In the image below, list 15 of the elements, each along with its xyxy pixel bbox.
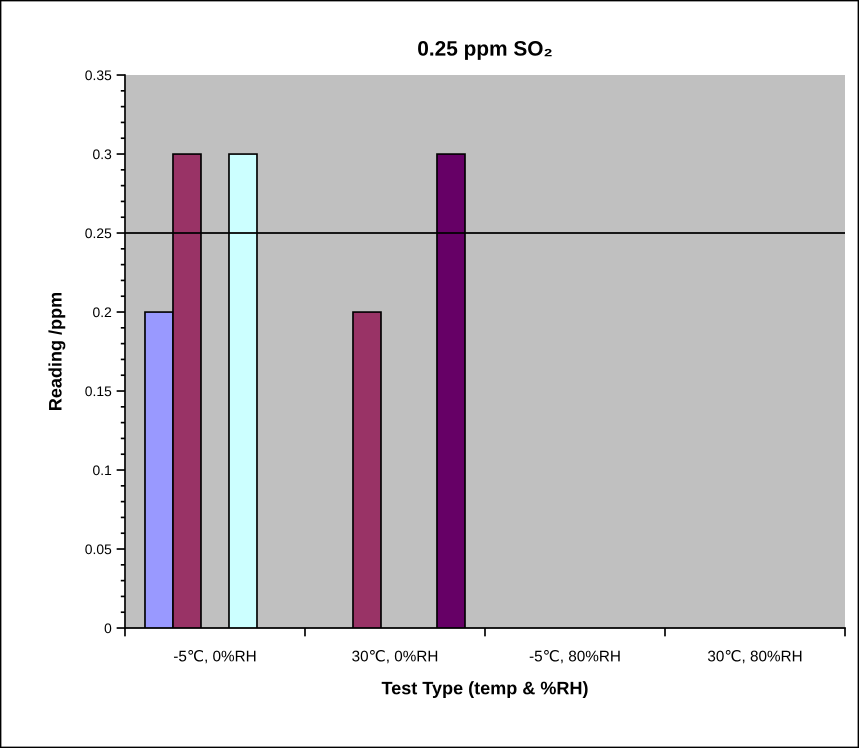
y-axis-title: Reading /ppm — [48, 292, 66, 410]
y-tick-label: 0.15 — [85, 386, 112, 396]
x-tick-label: -5℃, 0%RH — [174, 650, 256, 664]
y-tick-label: 0.3 — [93, 149, 112, 160]
y-tick-label: 0.2 — [93, 307, 112, 318]
x-axis-title: Test Type (temp & %RH) — [382, 681, 588, 698]
chart-title: 0.25 ppm SO₂ — [418, 41, 552, 60]
y-tick-label: 0.35 — [85, 70, 112, 80]
y-tick-label: 0.25 — [85, 228, 112, 238]
y-tick-label: 0 — [104, 623, 112, 634]
x-tick-label: -5℃, 80%RH — [530, 650, 620, 664]
y-tick-label: 0.1 — [93, 465, 112, 476]
y-tick-label: 0.05 — [85, 544, 112, 554]
x-tick-label: 30℃, 80%RH — [708, 650, 802, 664]
x-tick-label: 30℃, 0%RH — [352, 650, 438, 664]
